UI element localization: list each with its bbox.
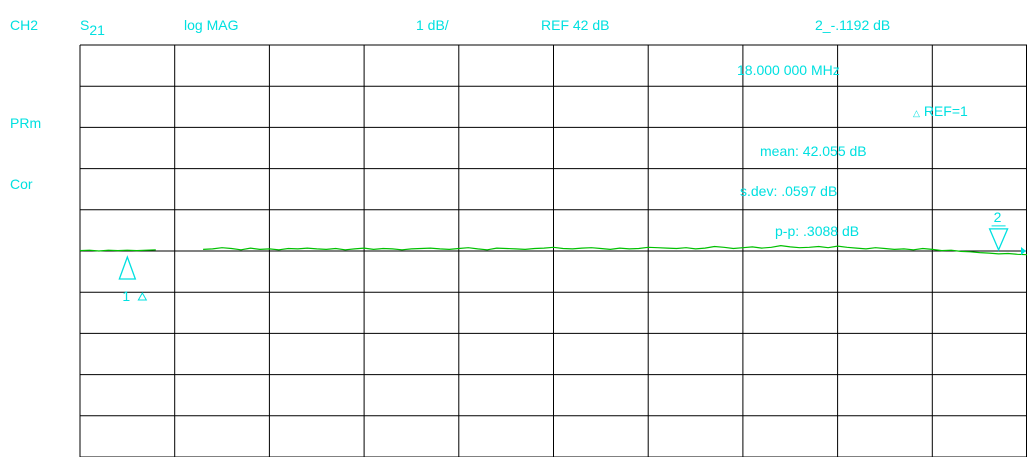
marker-2-label: 2 bbox=[994, 209, 1002, 225]
delta-reference-label: △ REF=1 bbox=[913, 103, 968, 121]
parameter-name: S bbox=[80, 17, 90, 33]
parameter-label: S21 bbox=[80, 17, 105, 38]
parameter-subscript: 21 bbox=[89, 22, 105, 38]
channel-label: CH2 bbox=[10, 17, 39, 33]
reference-level-label: REF 42 dB bbox=[541, 17, 610, 33]
std-dev-stat: s.dev: .0597 dB bbox=[740, 183, 838, 199]
correction-indicator: Cor bbox=[10, 176, 33, 192]
marker-1-triangle bbox=[118, 255, 137, 280]
trace bbox=[79, 244, 1027, 256]
power-range-indicator: PRm bbox=[10, 115, 42, 131]
delta-icon: △ bbox=[913, 108, 920, 118]
delta-reference-text: REF=1 bbox=[923, 103, 968, 119]
marker-2-triangle bbox=[988, 228, 1009, 252]
marker-frequency: 18.000 000 MHz bbox=[737, 62, 840, 78]
marker-layer: 12 bbox=[118, 209, 1026, 304]
graticule bbox=[79, 44, 1027, 457]
marker-1-label: 1 bbox=[122, 288, 130, 304]
format-label: log MAG bbox=[184, 17, 239, 33]
trace-segment bbox=[79, 249, 156, 252]
marker-readout: 2_-.1192 dB bbox=[815, 17, 891, 33]
marker-1-delta-icon bbox=[137, 291, 148, 301]
peak-to-peak-stat: p-p: .3088 dB bbox=[775, 223, 860, 239]
reference-level-pointer bbox=[1021, 247, 1026, 255]
scale-label: 1 dB/ bbox=[416, 17, 449, 33]
trace-segment bbox=[203, 244, 1027, 256]
mean-stat: mean: 42.055 dB bbox=[760, 143, 867, 159]
